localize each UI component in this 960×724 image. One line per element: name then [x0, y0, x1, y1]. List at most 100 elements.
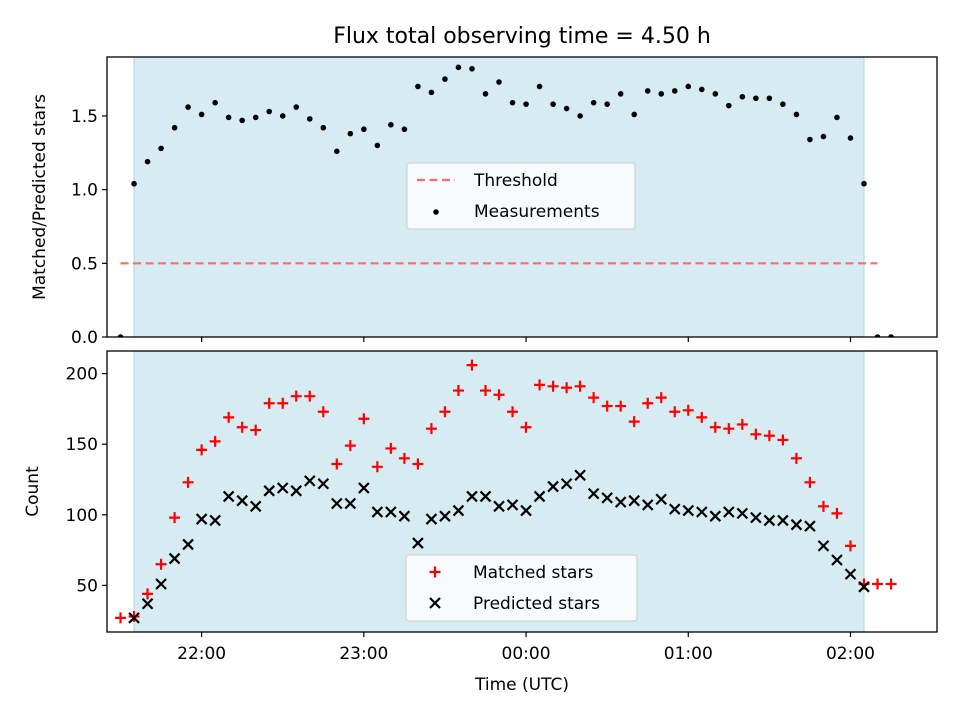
legend-label: Threshold: [473, 171, 558, 191]
x-tick-label: 23:00: [339, 644, 388, 664]
matched-star-point: [344, 440, 356, 452]
predicted-star-point: [736, 507, 749, 520]
matched-star-point: [169, 512, 181, 524]
predicted-star-point: [844, 568, 857, 580]
predicted-star-point: [614, 496, 627, 508]
predicted-star-point: [276, 482, 289, 494]
predicted-star-point: [723, 506, 735, 518]
predicted-star-point: [182, 538, 194, 551]
predicted-star-point: [439, 510, 451, 522]
matched-star-point: [196, 444, 208, 456]
measurement-point: [279, 113, 286, 119]
y-axis-label: Count: [23, 466, 43, 517]
matched-star-point: [804, 476, 816, 488]
measurement-point: [428, 89, 435, 96]
matched-star-point: [236, 421, 248, 433]
measurement-point: [293, 104, 300, 110]
predicted-star-point: [263, 485, 275, 497]
measurement-point: [550, 101, 556, 107]
y-tick-label: 0.5: [71, 254, 98, 274]
measurement-point: [590, 99, 597, 106]
predicted-star-point: [371, 506, 384, 518]
measurement-point: [834, 114, 840, 121]
matched-star-point: [412, 458, 424, 470]
matched-star-point: [628, 416, 640, 428]
predicted-star-point: [817, 540, 830, 552]
matched-star-point: [682, 404, 694, 416]
measurement-point: [509, 99, 516, 106]
matched-star-point: [561, 382, 573, 394]
x-tick-label: 22:00: [177, 644, 226, 664]
plot-area: [115, 359, 897, 624]
x-tick-label: 02:00: [826, 644, 875, 664]
predicted-star-point: [344, 497, 357, 510]
measurement-point: [212, 99, 218, 106]
matched-star-point: [669, 406, 681, 418]
top-panel-ratio: 0.0 0.5 1.0 1.5 Matched/Predicted stars Thres…: [30, 56, 938, 348]
measurement-point: [793, 111, 800, 118]
y-tick-label: 0.0: [71, 328, 98, 348]
matched-star-point: [331, 458, 343, 470]
measurement-point: [266, 108, 273, 115]
series-measurements: [117, 64, 894, 337]
measurement-point: [523, 101, 529, 107]
matched-star-point: [736, 418, 748, 430]
measurement-point: [442, 76, 448, 82]
predicted-star-point: [804, 520, 816, 532]
measurement-point: [469, 65, 475, 72]
x-tick-label: 01:00: [664, 644, 713, 664]
matched-star-point: [588, 392, 600, 404]
predicted-star-point: [303, 475, 316, 487]
measurement-point: [726, 102, 732, 109]
measurement-point: [577, 113, 583, 119]
matched-star-point: [277, 397, 289, 409]
predicted-star-point: [398, 510, 411, 522]
predicted-star-point: [155, 578, 167, 590]
matched-star-point: [115, 612, 127, 624]
measurement-point: [644, 88, 651, 94]
matched-star-point: [452, 385, 464, 397]
measurement-point: [888, 334, 894, 337]
predicted-star-point: [506, 499, 519, 511]
matched-star-point: [574, 380, 586, 392]
matched-star-point: [493, 389, 505, 401]
predicted-star-point: [560, 477, 573, 490]
measurement-point: [658, 91, 665, 97]
measurement-point: [604, 101, 610, 107]
predicted-star-point: [168, 552, 181, 565]
matched-star-point: [304, 390, 316, 402]
predicted-star-point: [209, 514, 221, 527]
matched-star-point: [817, 500, 829, 512]
measurement-point: [685, 83, 692, 90]
matched-star-point: [872, 578, 884, 590]
matched-star-point: [763, 430, 775, 442]
legend-predicted-handle: [429, 597, 441, 609]
measurement-point: [780, 101, 786, 107]
measurement-point: [171, 124, 178, 131]
matched-star-point: [547, 380, 559, 392]
predicted-star-point: [668, 503, 681, 515]
matched-star-point: [750, 428, 762, 440]
measurement-point: [482, 91, 489, 97]
matched-star-point: [642, 397, 654, 409]
legend: Matched stars Predicted stars: [405, 554, 638, 622]
measurement-point: [861, 180, 867, 187]
measurement-point: [753, 95, 759, 102]
measurement-point: [374, 142, 381, 149]
matched-star-point: [709, 421, 721, 433]
predicted-star-point: [385, 506, 397, 518]
measurement-point: [455, 64, 462, 71]
y-tick-label: 200: [66, 365, 98, 385]
legend-label: Measurements: [474, 202, 600, 222]
predicted-star-point: [331, 497, 343, 510]
figure-title: Flux total observing time = 4.50 h: [333, 24, 711, 49]
matched-star-point: [466, 359, 478, 371]
plot-area: [117, 64, 894, 337]
legend-label: Matched stars: [473, 563, 593, 583]
legend-box: [405, 554, 638, 622]
matched-star-point: [182, 476, 194, 488]
predicted-star-point: [574, 469, 586, 482]
measurement-point: [766, 95, 773, 102]
matched-star-point: [398, 452, 410, 464]
predicted-star-point: [452, 504, 465, 517]
